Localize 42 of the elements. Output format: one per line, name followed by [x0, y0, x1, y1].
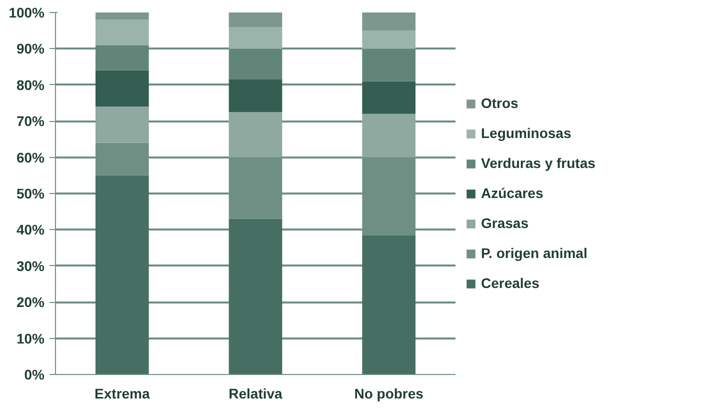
bar: [96, 20, 149, 46]
legend-label: Azúcares: [481, 185, 544, 201]
x-tick-label: Extrema: [94, 386, 150, 402]
bar: [362, 157, 416, 236]
bar: [228, 112, 282, 158]
y-tick-label: 60%: [16, 149, 46, 166]
bar: [96, 12, 149, 20]
legend-label: Grasas: [481, 215, 528, 231]
bar: [362, 48, 416, 82]
y-tick-label: 80%: [16, 76, 46, 93]
legend-label: Verduras y frutas: [481, 155, 596, 171]
bar: [362, 12, 416, 31]
bar: [228, 48, 282, 80]
y-tick-label: 90%: [16, 40, 46, 57]
y-tick-label: 0%: [24, 366, 46, 382]
y-tick-label: 70%: [16, 113, 46, 130]
bar: [96, 45, 149, 70]
bar: [228, 157, 282, 219]
x-tick-label: Relativa: [228, 386, 283, 402]
bar: [228, 79, 282, 112]
legend-label: P. origen animal: [481, 245, 588, 261]
bar: [228, 12, 282, 27]
legend-label: Otros: [481, 95, 518, 111]
bar: [96, 175, 149, 374]
y-tick-label: 20%: [16, 294, 46, 310]
legend-label: Cereales: [481, 275, 540, 291]
x-tick-label: No pobres: [354, 386, 424, 402]
bar: [96, 142, 149, 176]
y-tick-label: 30%: [16, 258, 46, 274]
bar: [228, 26, 282, 49]
bar: [96, 106, 149, 143]
y-tick-label: 50%: [16, 186, 46, 202]
bar: [228, 218, 282, 374]
bar: [362, 235, 416, 374]
bar: [362, 81, 416, 114]
y-tick-label: 100%: [8, 4, 46, 20]
legend-label: Leguminosas: [481, 125, 572, 141]
y-tick-label: 10%: [16, 330, 46, 346]
bar: [96, 70, 149, 107]
y-tick-label: 40%: [16, 222, 46, 238]
bar: [362, 30, 416, 49]
bar: [362, 114, 416, 158]
